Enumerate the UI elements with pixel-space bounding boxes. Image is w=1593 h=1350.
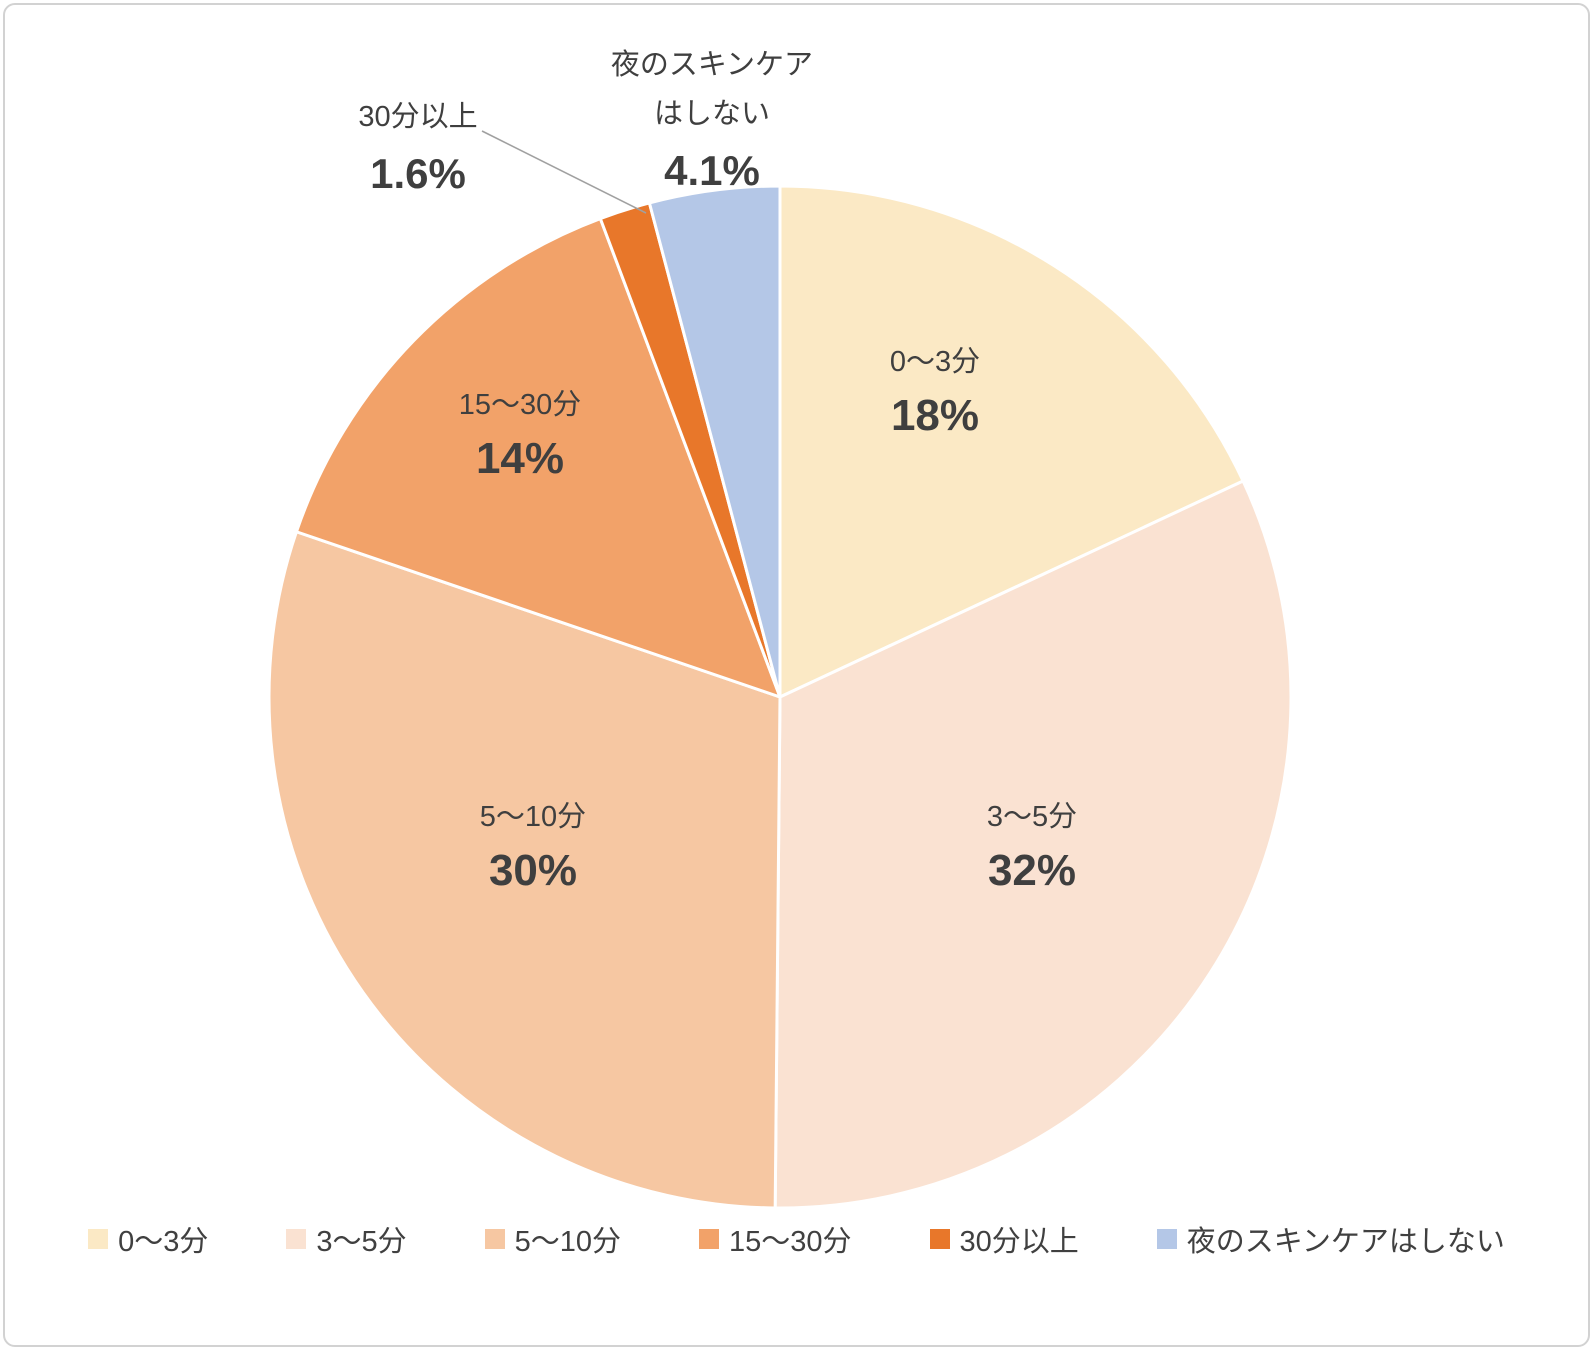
legend-item-2: 5〜10分 — [484, 1218, 621, 1260]
legend-label: 15〜30分 — [729, 1226, 852, 1258]
pie-slice-0 — [778, 184, 1245, 699]
legend-label: 5〜10分 — [514, 1226, 621, 1258]
legend-item-3: 15〜30分 — [699, 1218, 852, 1260]
pie-slice-2 — [267, 530, 782, 1210]
legend-label: 30分以上 — [959, 1226, 1079, 1258]
slice-category-label-line1: 夜のスキンケア — [610, 49, 814, 81]
chart-legend: 0〜3分 3〜5分 5〜10分 15〜30分 30分以上 夜のスキンケアはしない — [0, 1218, 1593, 1260]
slice-category-label: 0〜3分 — [889, 346, 981, 378]
slice-category-label: 3〜5分 — [986, 801, 1078, 833]
legend-label: 3〜5分 — [316, 1226, 407, 1258]
slice-category-label: 5〜10分 — [479, 801, 587, 833]
pie-slice-1 — [773, 479, 1293, 1210]
pie-slices-group — [267, 184, 1293, 1210]
legend-swatch — [88, 1229, 109, 1249]
legend-swatch — [484, 1229, 505, 1249]
slice-percent-label: 30% — [488, 845, 578, 895]
legend-item-4: 30分以上 — [929, 1218, 1079, 1260]
legend-label: 夜のスキンケアはしない — [1186, 1226, 1505, 1258]
slice-label-0-3: 0〜3分 18% — [835, 345, 1035, 443]
slice-category-label-line2: はしない — [653, 97, 770, 130]
legend-item-5: 夜のスキンケアはしない — [1156, 1218, 1505, 1260]
slice-label-no-skincare: 夜のスキンケア はしない 4.1% — [562, 48, 862, 196]
legend-swatch — [699, 1229, 719, 1249]
legend-label: 0〜3分 — [118, 1226, 209, 1258]
legend-swatch — [1156, 1229, 1177, 1249]
leader-line-over30 — [481, 130, 647, 214]
pie-slice-3 — [294, 217, 782, 699]
slice-percent-label: 18% — [890, 390, 980, 440]
pie-slice-5 — [647, 184, 782, 699]
slice-percent-label: 32% — [987, 845, 1077, 895]
slice-percent-label: 14% — [475, 433, 565, 483]
slice-label-5-10: 5〜10分 30% — [413, 800, 653, 898]
legend-item-0: 0〜3分 — [88, 1218, 208, 1260]
slice-percent-label: 1.6% — [370, 149, 466, 197]
legend-item-1: 3〜5分 — [286, 1218, 407, 1260]
slice-category-label: 30分以上 — [358, 101, 478, 133]
slice-percent-label: 4.1% — [664, 146, 760, 194]
slice-label-over30: 30分以上 1.6% — [298, 100, 538, 199]
legend-swatch — [286, 1229, 307, 1249]
slice-label-15-30: 15〜30分 14% — [400, 388, 640, 486]
slice-category-label: 15〜30分 — [458, 389, 582, 421]
legend-swatch — [929, 1229, 950, 1249]
slice-label-3-5: 3〜5分 32% — [912, 800, 1152, 898]
